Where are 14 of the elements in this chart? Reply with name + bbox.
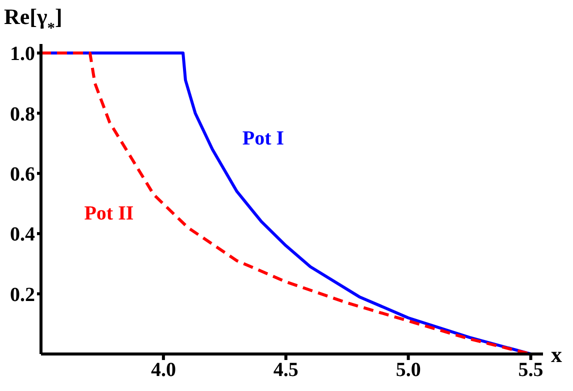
series-label: Pot II xyxy=(84,202,134,224)
y-tick-label: 0.6 xyxy=(10,164,35,186)
x-tick-label: 5.0 xyxy=(396,359,421,382)
y-axis-title: Re[γ$_{*}$] xyxy=(4,4,62,36)
y-tick-label: 0.4 xyxy=(10,224,35,246)
y-tick-label: 0.8 xyxy=(10,103,35,126)
x-axis-title: x xyxy=(551,342,562,367)
line-series xyxy=(41,52,532,354)
x-tick-label: 4.0 xyxy=(150,359,176,382)
y-tick-label: 0.2 xyxy=(10,284,35,306)
y-tick-label: 1.0 xyxy=(10,43,35,66)
x-tick-label: 4.5 xyxy=(273,359,298,382)
series-label: Pot I xyxy=(242,127,284,150)
x-tick-label: 5.5 xyxy=(518,359,544,382)
